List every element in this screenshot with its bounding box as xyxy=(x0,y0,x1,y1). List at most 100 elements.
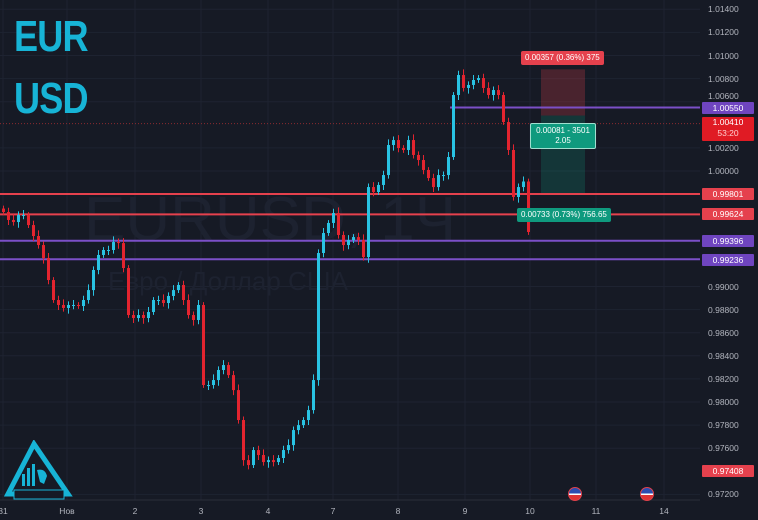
candle-body xyxy=(242,420,245,461)
candle xyxy=(367,183,370,263)
candle-body xyxy=(152,300,155,313)
price-tick-label: 0.97200 xyxy=(708,489,739,500)
candle-body xyxy=(477,78,480,80)
candle xyxy=(2,205,5,215)
candle xyxy=(267,456,270,468)
stop-loss-label: 0.00357 (0.36%) 375 xyxy=(521,51,604,65)
candle-body xyxy=(127,268,130,316)
candle-body xyxy=(507,122,510,150)
candle xyxy=(97,250,100,275)
price-tick-label: 1.00200 xyxy=(708,142,739,153)
candle xyxy=(292,426,295,451)
candle-body xyxy=(392,140,395,146)
candle xyxy=(447,152,450,180)
candle-body xyxy=(112,242,115,251)
candle-body xyxy=(37,236,40,246)
candle-body xyxy=(372,187,375,193)
watermark-symbol: EURUSD, 1Ч xyxy=(84,185,457,254)
candle-body xyxy=(22,215,25,217)
candle xyxy=(257,445,260,460)
candle-body xyxy=(212,380,215,386)
candle xyxy=(317,249,320,386)
candle xyxy=(272,455,275,467)
candle-body xyxy=(312,380,315,411)
candle-body xyxy=(457,75,460,96)
candle-body xyxy=(147,312,150,319)
price-tick-label: 1.00000 xyxy=(708,166,739,176)
candle xyxy=(492,86,495,101)
candle xyxy=(242,416,245,466)
candle xyxy=(487,82,490,99)
price-tick-label: 0.98000 xyxy=(708,397,739,407)
candle-body xyxy=(492,90,495,96)
candle-body xyxy=(82,300,85,307)
candle-body xyxy=(422,160,425,170)
candle-body xyxy=(92,269,95,291)
candle xyxy=(37,230,40,249)
candle xyxy=(517,183,520,203)
candle-body xyxy=(482,78,485,88)
candle-body xyxy=(442,175,445,177)
candle-body xyxy=(287,445,290,451)
candle-body xyxy=(317,253,320,381)
candle-body xyxy=(132,315,135,319)
time-tick-label: 8 xyxy=(395,506,401,516)
candle-body xyxy=(32,225,35,237)
stop-loss-zone[interactable] xyxy=(541,69,585,116)
candle xyxy=(407,135,410,155)
candle xyxy=(67,301,70,314)
us-event-flag-icon[interactable] xyxy=(568,487,582,501)
candle xyxy=(302,417,305,428)
candle xyxy=(507,117,510,155)
candle-body xyxy=(62,304,65,308)
candle-body xyxy=(27,215,30,226)
candle-body xyxy=(512,149,515,197)
candle xyxy=(137,309,140,322)
candle xyxy=(497,85,500,100)
price-tick-label: 0.97600 xyxy=(708,443,739,454)
candle xyxy=(127,265,130,318)
candle-body xyxy=(307,410,310,421)
candle-body xyxy=(437,175,440,188)
price-plot[interactable] xyxy=(0,0,700,500)
price-tick-label: 0.98200 xyxy=(708,373,739,384)
time-tick-label: 3 xyxy=(198,506,204,516)
candle xyxy=(57,295,60,310)
candle-body xyxy=(427,169,430,179)
candle-body xyxy=(357,237,360,241)
position-center-label[interactable]: 0.00081 - 3501 2.05 xyxy=(530,123,596,149)
time-tick-label: 10 xyxy=(525,506,535,516)
candle xyxy=(312,374,315,414)
candle xyxy=(172,285,175,301)
candle-body xyxy=(217,370,220,381)
candle xyxy=(472,75,475,90)
candle xyxy=(17,211,20,228)
candle-body xyxy=(42,245,45,258)
candle-body xyxy=(47,257,50,281)
candle-body xyxy=(172,290,175,296)
us-event-flag-icon[interactable] xyxy=(640,487,654,501)
candle-body xyxy=(402,148,405,150)
candle xyxy=(72,300,75,310)
price-tick-label: 1.01000 xyxy=(708,50,739,61)
candle-body xyxy=(97,254,100,270)
price-tick-label: 1.00800 xyxy=(708,73,739,84)
level-label-0.99624: 0.99624 xyxy=(702,208,754,220)
candle xyxy=(27,212,30,228)
candle xyxy=(522,176,525,192)
candle xyxy=(212,374,215,389)
traders-university-logo xyxy=(4,440,73,500)
candle xyxy=(527,178,530,235)
candle xyxy=(412,134,415,159)
candle-body xyxy=(302,420,305,426)
candle-body xyxy=(337,213,340,235)
level-label-0.99396: 0.99396 xyxy=(702,235,754,247)
bar-countdown: 53:20 xyxy=(717,128,739,138)
candle xyxy=(207,380,210,390)
candle xyxy=(12,214,15,226)
candle-body xyxy=(182,284,185,301)
candle xyxy=(167,292,170,309)
candle-body xyxy=(202,304,205,386)
candle-body xyxy=(347,240,350,246)
risk-info: 0.00081 - 3501 xyxy=(536,126,590,135)
